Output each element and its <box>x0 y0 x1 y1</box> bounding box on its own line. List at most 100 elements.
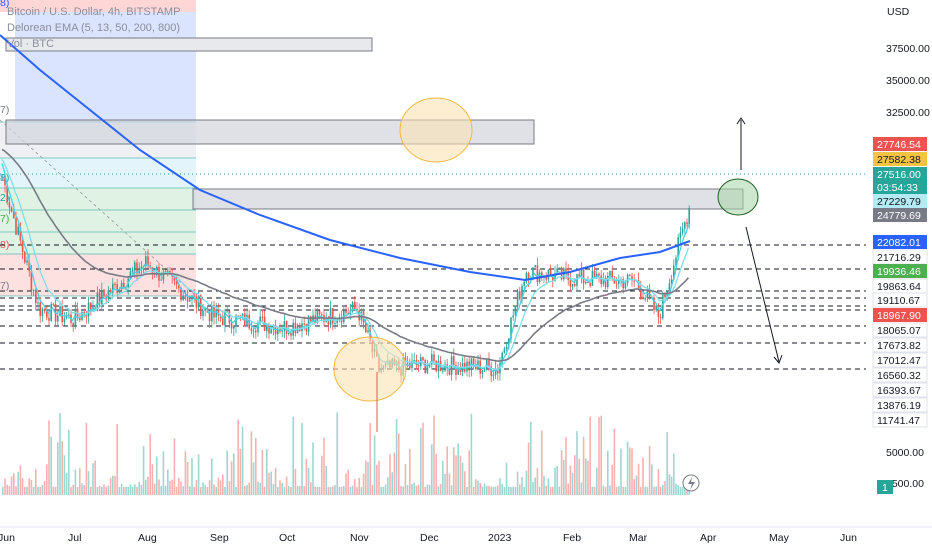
volume-bar <box>160 485 162 495</box>
candle-body <box>521 285 523 300</box>
candle-body <box>24 251 26 263</box>
candle-body <box>215 309 217 318</box>
volume-bar <box>151 464 154 495</box>
candle-body <box>642 297 644 300</box>
candle-body <box>541 272 543 278</box>
price-label-text: 27746.54 <box>877 139 921 151</box>
time-axis-label: Oct <box>279 532 295 544</box>
candle-body <box>549 269 552 276</box>
volume-bar <box>222 474 224 495</box>
volume-bar <box>46 464 48 495</box>
volume-bar <box>369 422 371 495</box>
price-label: 27746.54 <box>873 137 927 151</box>
annotations[interactable] <box>333 97 783 432</box>
volume-bar <box>184 451 187 495</box>
volume-bar <box>237 419 239 495</box>
candle-body <box>609 270 611 276</box>
volume-bar <box>466 486 468 495</box>
candle-body <box>670 279 673 284</box>
candle-body <box>475 364 477 370</box>
volume-bar <box>329 486 332 495</box>
volume-bar <box>162 451 165 495</box>
candle-body <box>629 274 631 277</box>
volume-bar <box>604 486 607 495</box>
volume-bar <box>501 484 503 495</box>
volume-bar <box>4 478 6 495</box>
volume-badge-text: 1 <box>882 482 888 494</box>
price-label: 03:54:33 <box>873 180 927 194</box>
volume-bar <box>483 483 486 495</box>
volume-bar <box>310 482 312 495</box>
volume-bar <box>505 462 508 495</box>
time-axis[interactable]: Jun Jul Aug Sep Oct Nov Dec 2023 Feb Mar Apr May Jun <box>0 526 932 544</box>
candle-body <box>662 294 664 319</box>
highlight-circle <box>333 336 407 402</box>
price-label-bg <box>872 352 928 368</box>
volume-bar <box>574 455 576 495</box>
time-axis-label: Jun <box>840 532 857 544</box>
candle-body <box>587 281 589 283</box>
candle-body <box>655 305 657 311</box>
volume-bar <box>241 426 244 495</box>
volume-bar <box>50 436 52 495</box>
volume-bar <box>213 484 215 495</box>
candle-body <box>259 316 261 323</box>
candle-body <box>523 281 525 286</box>
candle-body <box>30 270 33 291</box>
volume-bar <box>560 450 563 495</box>
candle-body <box>488 359 490 367</box>
volume-bar <box>585 458 587 495</box>
candle-body <box>4 178 6 186</box>
volume-bar <box>338 486 341 495</box>
price-label: 17012.47 <box>872 352 928 368</box>
volume-bar <box>675 483 677 495</box>
volume-bar <box>398 433 400 495</box>
candle-body <box>178 284 180 288</box>
volume-bar <box>503 486 506 495</box>
candle-body <box>186 296 189 302</box>
volume-bar <box>307 467 310 495</box>
candle-body <box>129 271 132 279</box>
candle-body <box>195 296 198 308</box>
volume-bar <box>631 448 633 495</box>
volume-bar <box>125 486 127 495</box>
candle-body <box>492 374 495 377</box>
horizontal-levels <box>0 173 866 370</box>
candle-body <box>426 366 429 374</box>
candle-body <box>136 262 138 274</box>
volume-bar <box>602 485 605 495</box>
price-label-bg <box>873 167 927 181</box>
volume-bar <box>26 487 28 495</box>
price-label-text: 19863.64 <box>877 281 921 293</box>
volume-bar <box>563 459 565 495</box>
price-label-bg <box>873 180 927 194</box>
candle-body <box>345 310 347 313</box>
candle-body <box>356 308 358 311</box>
candle-body <box>673 265 675 280</box>
candle-body <box>283 321 286 331</box>
candle-body <box>422 357 424 361</box>
volume-bar <box>536 468 539 495</box>
candle-body <box>184 295 187 297</box>
time-axis-label: Nov <box>350 532 369 544</box>
candle-body <box>347 312 349 314</box>
volume-bar <box>387 477 389 495</box>
volume-bar <box>547 478 550 495</box>
volume-bar <box>635 475 638 495</box>
volume-bar <box>204 485 206 495</box>
volume-bar <box>336 412 338 495</box>
volume-bar <box>642 457 644 495</box>
candle-body <box>413 359 415 361</box>
candle-body <box>112 283 114 293</box>
candle-body <box>281 330 283 332</box>
price-axis[interactable]: USD 37500.00 35000.00 32500.00 5000.00 2500.0… <box>682 0 932 550</box>
candle-body <box>428 364 431 367</box>
time-axis-label: 2023 <box>488 532 512 544</box>
volume-bar <box>470 413 473 495</box>
volume-bar <box>175 486 178 495</box>
candle-body <box>173 276 176 281</box>
candle-body <box>57 315 59 322</box>
candle-body <box>290 333 292 336</box>
volume-bar <box>450 485 453 495</box>
